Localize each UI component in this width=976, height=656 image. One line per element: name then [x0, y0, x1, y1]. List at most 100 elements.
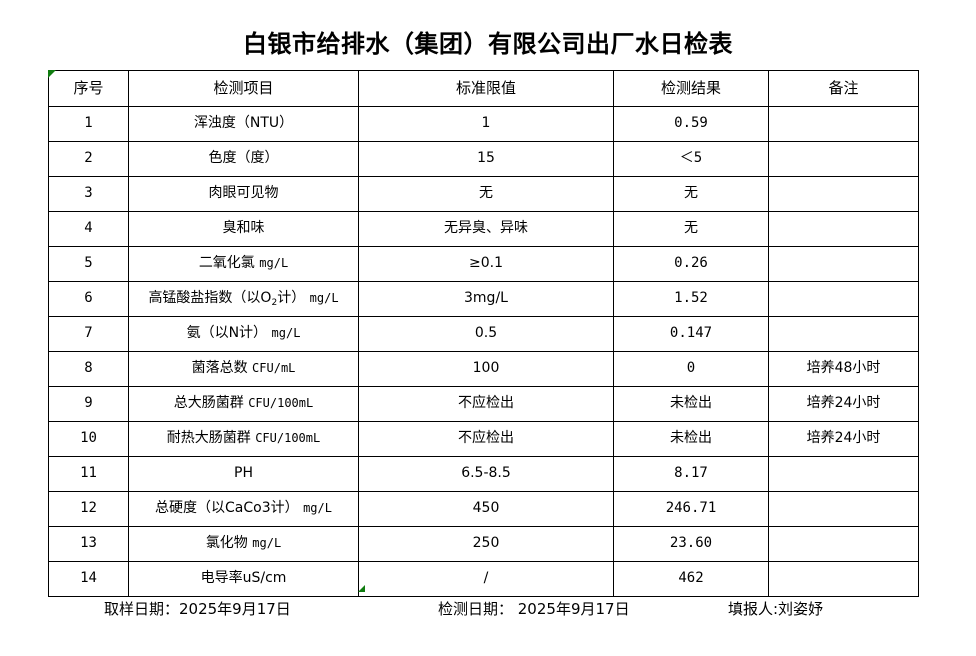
- cell-comment-marker-icon: [48, 70, 56, 78]
- report-table-container: 序号 检测项目 标准限值 检测结果 备注 1 浑浊度（NTU） 1 0.59 2 色度（度…: [48, 70, 919, 597]
- test-item-name: 浑浊度（NTU）: [193, 115, 294, 132]
- table-row: 6 高锰酸盐指数（以O2计） mg/L 3mg/L 1.52: [48, 281, 919, 317]
- cell-sequence-number: 13: [48, 526, 129, 562]
- test-item-unit: CFU/100mL: [248, 396, 314, 411]
- table-header-row: 序号 检测项目 标准限值 检测结果 备注: [48, 70, 919, 107]
- cell-test-item: 氯化物 mg/L: [128, 526, 359, 562]
- cell-test-result: 未检出: [613, 386, 769, 422]
- cell-test-item: 高锰酸盐指数（以O2计） mg/L: [128, 281, 359, 317]
- test-item-name: 肉眼可见物: [208, 185, 279, 202]
- cell-standard-limit: 不应检出: [358, 386, 614, 422]
- filler-name-label: 填报人:刘姿妤: [728, 600, 824, 618]
- column-header-note: 备注: [768, 70, 919, 107]
- table-row: 9 总大肠菌群 CFU/100mL 不应检出 未检出 培养24小时: [48, 386, 919, 422]
- test-item-name: 色度（度）: [208, 150, 279, 167]
- table-row: 4 臭和味 无异臭、异味无: [48, 211, 919, 247]
- test-item-name: PH: [234, 465, 253, 482]
- cell-remark: [768, 246, 919, 282]
- table-row: 13 氯化物 mg/L 250 23.60: [48, 526, 919, 562]
- cell-test-result: 未检出: [613, 421, 769, 457]
- cell-standard-limit: 0.5: [358, 316, 614, 352]
- column-header-result: 检测结果: [613, 70, 769, 107]
- table-row: 10 耐热大肠菌群 CFU/100mL 不应检出 未检出 培养24小时: [48, 421, 919, 457]
- cell-standard-limit: 6.5-8.5: [358, 456, 614, 492]
- cell-standard-limit: /: [358, 561, 614, 597]
- cell-remark: 培养48小时: [768, 351, 919, 387]
- cell-test-item: 浑浊度（NTU）: [128, 106, 359, 142]
- sample-date-label: 取样日期：2025年9月17日: [104, 600, 291, 618]
- test-item-name: 耐热大肠菌群: [166, 430, 251, 447]
- cell-standard-limit: 250: [358, 526, 614, 562]
- cell-test-result: 0: [613, 351, 769, 387]
- cell-standard-limit: 无异臭、异味: [358, 211, 614, 247]
- test-item-unit: mg/L: [309, 291, 339, 306]
- cell-test-item: 耐热大肠菌群 CFU/100mL: [128, 421, 359, 457]
- table-row: 7 氨（以N计） mg/L 0.5 0.147: [48, 316, 919, 352]
- report-footer: 取样日期：2025年9月17日 检测日期： 2025年9月17日 填报人:刘姿妤: [48, 598, 928, 624]
- cell-test-result: 无: [613, 176, 769, 212]
- cell-remark: [768, 106, 919, 142]
- cell-test-item: 电导率uS/cm: [128, 561, 359, 597]
- cell-standard-limit: 不应检出: [358, 421, 614, 457]
- page-title: 白银市给排水（集团）有限公司出厂水日检表: [243, 30, 733, 58]
- cell-sequence-number: 6: [48, 281, 129, 317]
- cell-standard-limit: 无: [358, 176, 614, 212]
- test-item-name: 臭和味: [222, 220, 265, 237]
- cell-remark: [768, 526, 919, 562]
- cell-test-result: 无: [613, 211, 769, 247]
- cell-remark: 培养24小时: [768, 421, 919, 457]
- cell-sequence-number: 9: [48, 386, 129, 422]
- cell-test-item: 色度（度）: [128, 141, 359, 177]
- cell-sequence-number: 10: [48, 421, 129, 457]
- table-row: 11 PH 6.5-8.5 8.17: [48, 456, 919, 492]
- cell-sequence-number: 1: [48, 106, 129, 142]
- cell-sequence-number: 5: [48, 246, 129, 282]
- cell-remark: [768, 176, 919, 212]
- test-item-unit: CFU/mL: [252, 361, 296, 376]
- test-item-name: 高锰酸盐指数（以O2计）: [148, 290, 306, 309]
- cell-test-result: ＜5: [613, 141, 769, 177]
- table-row: 8 菌落总数 CFU/mL 100 0 培养48小时: [48, 351, 919, 387]
- cell-standard-limit: 100: [358, 351, 614, 387]
- cell-test-item: 肉眼可见物: [128, 176, 359, 212]
- column-header-item: 检测项目: [128, 70, 359, 107]
- cell-standard-limit: 15: [358, 141, 614, 177]
- cell-test-result: 246.71: [613, 491, 769, 527]
- cell-remark: [768, 456, 919, 492]
- test-item-unit: mg/L: [259, 256, 289, 271]
- table-row: 5 二氧化氯 mg/L ≥0.1 0.26: [48, 246, 919, 282]
- test-item-name: 氯化物: [205, 535, 248, 552]
- cell-test-item: PH: [128, 456, 359, 492]
- test-item-unit: mg/L: [303, 501, 332, 516]
- cell-remark: [768, 491, 919, 527]
- test-item-name: 菌落总数: [191, 360, 248, 377]
- cell-sequence-number: 12: [48, 491, 129, 527]
- cell-sequence-number: 14: [48, 561, 129, 597]
- cell-test-item: 总大肠菌群 CFU/100mL: [128, 386, 359, 422]
- cell-sequence-number: 3: [48, 176, 129, 212]
- column-header-standard: 标准限值: [358, 70, 614, 107]
- test-item-name: 二氧化氯: [198, 255, 255, 272]
- table-row: 12 总硬度（以CaCo3计） mg/L 450 246.71: [48, 491, 919, 527]
- cell-sequence-number: 4: [48, 211, 129, 247]
- cell-remark: [768, 281, 919, 317]
- cell-test-result: 0.26: [613, 246, 769, 282]
- table-row: 3 肉眼可见物 无无: [48, 176, 919, 212]
- cell-test-item: 总硬度（以CaCo3计） mg/L: [128, 491, 359, 527]
- test-item-unit: CFU/100mL: [255, 431, 321, 446]
- cell-sequence-number: 11: [48, 456, 129, 492]
- cell-test-result: 0.59: [613, 106, 769, 142]
- cell-sequence-number: 7: [48, 316, 129, 352]
- cell-remark: [768, 316, 919, 352]
- test-item-name: 总硬度（以CaCo3计）: [155, 500, 299, 517]
- cell-sequence-number: 8: [48, 351, 129, 387]
- table-row: 14 电导率uS/cm /462: [48, 561, 919, 597]
- table-row: 2 色度（度） 15 ＜5: [48, 141, 919, 177]
- table-row: 1 浑浊度（NTU） 1 0.59: [48, 106, 919, 142]
- cell-standard-limit: 1: [358, 106, 614, 142]
- cell-standard-limit: 450: [358, 491, 614, 527]
- cell-test-item: 氨（以N计） mg/L: [128, 316, 359, 352]
- cell-remark: [768, 141, 919, 177]
- cell-test-item: 臭和味: [128, 211, 359, 247]
